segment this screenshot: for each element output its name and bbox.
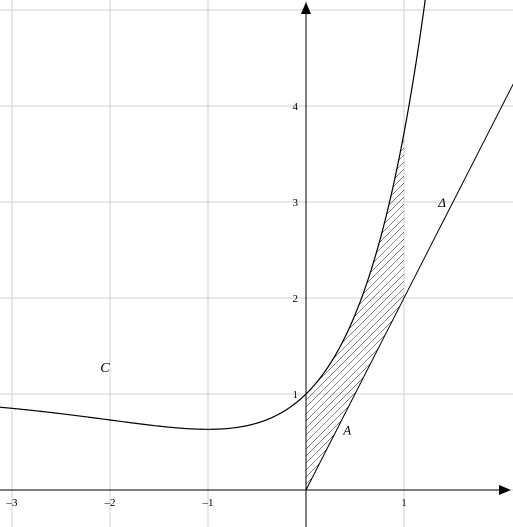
- x-tick-label: –1: [202, 497, 214, 509]
- x-tick-label: –3: [6, 497, 19, 509]
- x-axis-arrow: [499, 485, 511, 495]
- x-tick-label: –2: [104, 497, 116, 509]
- y-tick-label: 2: [293, 293, 299, 305]
- chart-svg: –3 –2 –1 1 1 2 3 4 C Δ A: [0, 0, 513, 527]
- curve-C: [0, 0, 431, 429]
- y-tick-label: 4: [293, 101, 299, 113]
- x-tick-label: 1: [401, 497, 407, 509]
- y-tick-label: 3: [293, 197, 299, 209]
- y-axis-arrow: [301, 2, 311, 14]
- label-A: A: [342, 422, 351, 437]
- chart-container: –3 –2 –1 1 1 2 3 4 C Δ A: [0, 0, 513, 527]
- grid: [0, 0, 513, 527]
- y-tick-label: 1: [293, 389, 299, 401]
- label-delta: Δ: [437, 195, 446, 210]
- line-delta: [306, 68, 513, 490]
- label-C: C: [100, 361, 110, 376]
